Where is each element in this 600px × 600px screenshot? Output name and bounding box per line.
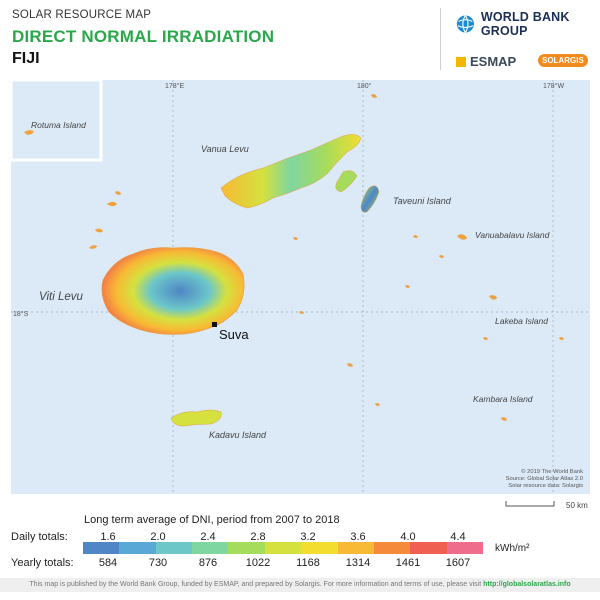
label-vanuabalavu: Vanuabalavu Island: [475, 230, 550, 240]
yearly-label: Yearly totals:: [11, 557, 74, 569]
daily-label: Daily totals:: [11, 531, 68, 543]
daily-tick: 4.0: [400, 531, 416, 543]
esmap-logo: ESMAP: [456, 54, 516, 69]
color-bar: [83, 542, 483, 554]
scale-label: 50 km: [566, 501, 588, 510]
island-vanua-levu: [220, 134, 362, 209]
daily-tick: 4.4: [450, 531, 466, 543]
label-viti-levu: Viti Levu: [39, 291, 84, 303]
esmap-text: ESMAP: [470, 54, 517, 69]
credit-line-1: © 2019 The World Bank: [521, 468, 583, 475]
rotuma-inset: Rotuma Island: [11, 80, 103, 162]
daily-tick: 1.6: [100, 531, 116, 543]
label-vanua-levu: Vanua Levu: [201, 144, 249, 154]
daily-tick: 2.0: [150, 531, 166, 543]
yearly-tick: 876: [198, 557, 218, 569]
color-bar-swatch: [301, 542, 338, 554]
yearly-tick: 1022: [245, 557, 271, 569]
world-bank-logo: WORLD BANK GROUP: [456, 10, 600, 38]
label-taveuni: Taveuni Island: [393, 196, 452, 206]
esmap-mark-icon: [456, 56, 466, 67]
label-kadavu: Kadavu Island: [209, 430, 267, 440]
color-bar-swatch: [155, 542, 193, 554]
daily-tick: 2.4: [200, 531, 216, 543]
header-kicker: SOLAR RESOURCE MAP: [12, 9, 152, 21]
color-bar-swatch: [192, 542, 229, 554]
yearly-tick: 730: [148, 557, 168, 569]
island-vanua-levu-east: [335, 170, 358, 193]
lon-label-178e: 178°E: [165, 82, 184, 90]
daily-tick: 3.6: [350, 531, 366, 543]
yearly-tick: 1461: [395, 557, 421, 569]
yearly-tick: 584: [98, 557, 118, 569]
island-taveuni: [360, 185, 380, 213]
legend-unit: kWh/m²: [495, 543, 530, 554]
color-bar-swatch: [446, 542, 483, 554]
solargis-logo: SOLARGIS: [538, 54, 588, 67]
daily-tick: 2.8: [250, 531, 266, 543]
solar-map: 178°E 180° 178°W 18°S Rotuma Island Suva: [11, 80, 590, 494]
color-bar-swatch: [228, 542, 265, 554]
daily-tick: 3.2: [300, 531, 316, 543]
color-bar-swatch: [373, 542, 411, 554]
color-bar-swatch: [264, 542, 302, 554]
map-title: DIRECT NORMAL IRRADIATION: [12, 27, 275, 46]
yearly-tick: 1168: [296, 557, 320, 569]
country-name: FIJI: [12, 50, 40, 67]
footer-link[interactable]: http://globalsolaratlas.info: [483, 581, 571, 588]
label-lakeba: Lakeba Island: [495, 316, 548, 326]
island-viti-levu: [101, 247, 245, 335]
small-islands: [88, 94, 565, 421]
label-kambara: Kambara Island: [473, 394, 533, 404]
color-bar-swatch: [119, 542, 156, 554]
yearly-tick: 1607: [445, 557, 471, 569]
lat-label-18s: 18°S: [13, 310, 29, 318]
yearly-tick: 1314: [345, 557, 371, 569]
island-kadavu: [170, 409, 222, 427]
scale-bar: [505, 501, 555, 507]
color-bar-swatch: [410, 542, 447, 554]
footer: This map is published by the World Bank …: [0, 578, 600, 592]
city-suva-marker: [212, 322, 217, 327]
lon-label-180: 180°: [357, 82, 372, 90]
label-rotuma: Rotuma Island: [31, 120, 86, 130]
credit-line-2: Source: Global Solar Atlas 2.0: [506, 476, 583, 482]
world-bank-text: WORLD BANK GROUP: [480, 10, 570, 38]
footer-text: This map is published by the World Bank …: [29, 581, 484, 588]
color-bar-swatch: [337, 542, 374, 554]
label-suva: Suva: [219, 327, 249, 342]
credit-line-3: Solar resource data: Solargis: [508, 483, 583, 489]
lon-label-178w: 178°W: [543, 82, 564, 90]
legend-title: Long term average of DNI, period from 20…: [84, 514, 340, 526]
globe-icon: [456, 15, 474, 33]
color-bar-swatch: [83, 542, 120, 554]
header-divider: [440, 8, 441, 70]
